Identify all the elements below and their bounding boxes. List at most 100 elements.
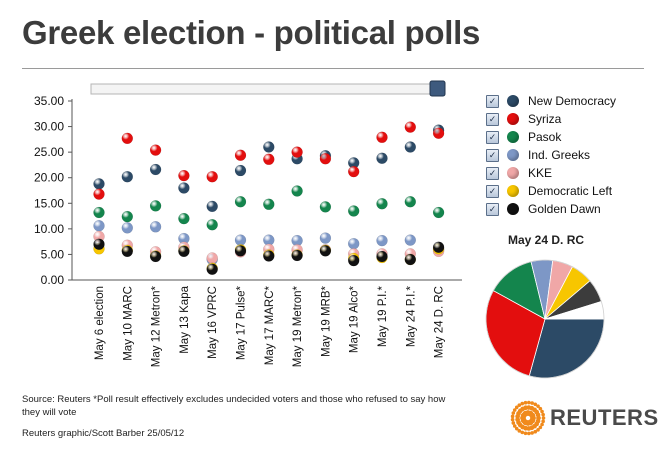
data-point: Golden Dawn: 5.6 <box>178 245 190 258</box>
y-tick-label: 20.00 <box>34 171 64 185</box>
logo-dot <box>527 431 531 436</box>
logo-dot <box>540 422 544 427</box>
logo-dot <box>520 430 525 435</box>
data-point: Syriza: 23.7 <box>319 153 332 165</box>
legend-checkbox[interactable]: ✓ <box>486 184 499 198</box>
data-point: Golden Dawn: 4.6 <box>149 250 162 263</box>
legend-swatch <box>507 113 519 125</box>
y-tick-label: 25.00 <box>34 145 64 159</box>
legend-checkbox[interactable]: ✓ <box>486 94 499 108</box>
data-point: New Democracy: 21.4 <box>234 164 247 177</box>
time-slider[interactable] <box>90 80 446 97</box>
logo-dot <box>527 400 531 405</box>
data-point: Ind. Greeks: 10.6 <box>93 220 105 232</box>
legend-checkbox[interactable]: ✓ <box>486 166 499 180</box>
legend-item[interactable]: ✓ Syriza <box>486 110 656 128</box>
logo-dot <box>523 400 528 405</box>
data-point: Pasok: 14.5 <box>149 200 162 212</box>
reuters-logo: REUTERS <box>510 400 659 436</box>
data-point: New Democracy: 21.6 <box>149 163 162 176</box>
data-point: Golden Dawn: 7 <box>93 238 105 250</box>
logo-dot <box>514 405 519 410</box>
source-note: Source: Reuters *Poll result effectively… <box>22 394 446 418</box>
x-tick-label: May 16 VPRC <box>207 286 219 359</box>
logo-dot <box>530 401 534 405</box>
y-tick-label: 5.00 <box>41 247 65 261</box>
logo-dot <box>536 404 540 408</box>
graphic-credit: Reuters graphic/Scott Barber 25/05/12 <box>22 428 185 439</box>
legend-label: New Democracy <box>528 94 617 108</box>
logo-dot <box>538 425 543 430</box>
logo-dot <box>529 412 536 419</box>
legend-checkbox[interactable]: ✓ <box>486 148 499 162</box>
data-point: Syriza: 24.4 <box>234 149 247 161</box>
x-tick-label: May 12 Metron* <box>151 285 163 367</box>
data-point: Pasok: 13.5 <box>347 205 360 217</box>
legend-swatch <box>507 203 519 215</box>
logo-dot <box>533 429 538 434</box>
legend-item[interactable]: ✓ KKE <box>486 164 656 182</box>
legend-label: KKE <box>528 166 553 180</box>
legend-label: Ind. Greeks <box>528 148 591 162</box>
data-point: KKE: 4.3 <box>206 252 218 264</box>
x-tick-label: May 24 P.I.* <box>405 285 417 347</box>
data-point: Ind. Greeks: 7.8 <box>234 234 247 246</box>
data-point: Golden Dawn: 4 <box>404 253 417 266</box>
legend-swatch <box>507 149 519 161</box>
legend-item[interactable]: ✓ Ind. Greeks <box>486 146 656 164</box>
x-tick-label: May 13 Kapa <box>179 285 191 353</box>
legend-label: Golden Dawn <box>528 202 601 216</box>
legend-item[interactable]: ✓ Democratic Left <box>486 182 656 200</box>
data-point: New Democracy: 14.4 <box>206 200 218 213</box>
logo-dot <box>538 406 543 411</box>
legend-item[interactable]: ✓ New Democracy <box>486 92 656 110</box>
data-point: Golden Dawn: 5.6 <box>121 245 134 258</box>
data-point: Pasok: 12.4 <box>121 210 134 223</box>
data-point: Ind. Greeks: 7.1 <box>347 237 360 250</box>
legend-swatch <box>507 167 519 179</box>
logo-dot <box>511 411 516 415</box>
slider-handle[interactable] <box>429 80 446 97</box>
legend-label: Democratic Left <box>528 184 613 198</box>
legend-label: Pasok <box>528 130 562 144</box>
data-point: New Democracy: 23.8 <box>376 152 388 165</box>
data-point: Pasok: 14.3 <box>319 201 332 213</box>
pie-outline <box>485 259 605 379</box>
legend-checkbox[interactable]: ✓ <box>486 202 499 216</box>
data-point: Pasok: 13.2 <box>93 206 105 219</box>
slider-track[interactable] <box>90 83 445 95</box>
data-point: Pasok: 14.9 <box>376 198 388 210</box>
data-point: Syriza: 20.2 <box>206 170 218 183</box>
data-point: Syriza: 28.7 <box>432 127 445 139</box>
legend-item[interactable]: ✓ Pasok <box>486 128 656 146</box>
y-tick-label: 30.00 <box>34 120 64 134</box>
logo-dot <box>512 424 517 428</box>
data-point: Syriza: 25.4 <box>149 144 162 156</box>
reuters-logo-icon <box>510 400 546 436</box>
data-point: Syriza: 29.9 <box>404 121 417 133</box>
data-point: New Democracy: 26 <box>263 141 275 153</box>
x-tick-label: May 6 election <box>94 286 106 360</box>
legend-checkbox[interactable]: ✓ <box>486 112 499 126</box>
data-point: New Democracy: 26 <box>404 141 417 153</box>
y-axis: 35.00 30.00 25.00 20.00 15.00 10.00 5.00 0.00 <box>34 94 462 287</box>
logo-dot <box>533 402 538 407</box>
legend-swatch <box>507 95 519 107</box>
legend-swatch <box>507 131 519 143</box>
x-tick-label: May 17 Pulse* <box>236 285 248 360</box>
x-tick-label: May 10 MARC <box>122 286 134 361</box>
pie-chart <box>485 259 605 379</box>
data-point: Pasok: 10.8 <box>206 219 218 231</box>
data-point: Syriza: 21.2 <box>347 165 360 178</box>
x-tick-label: May 19 Alco* <box>349 285 361 353</box>
x-tick-label: May 19 P.I.* <box>377 285 389 347</box>
data-point: Syriza: 25 <box>291 146 303 158</box>
data-point: Pasok: 15.3 <box>404 196 417 208</box>
logo-dot <box>535 412 541 418</box>
data-point: New Democracy: 18.8 <box>93 178 105 190</box>
logo-dot <box>523 431 528 436</box>
legend-checkbox[interactable]: ✓ <box>486 130 499 144</box>
data-point: Syriza: 16.8 <box>93 188 105 200</box>
legend-item[interactable]: ✓ Golden Dawn <box>486 200 656 218</box>
